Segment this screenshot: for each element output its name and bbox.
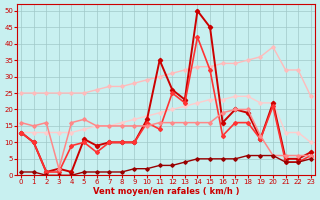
X-axis label: Vent moyen/en rafales ( km/h ): Vent moyen/en rafales ( km/h )	[93, 187, 239, 196]
